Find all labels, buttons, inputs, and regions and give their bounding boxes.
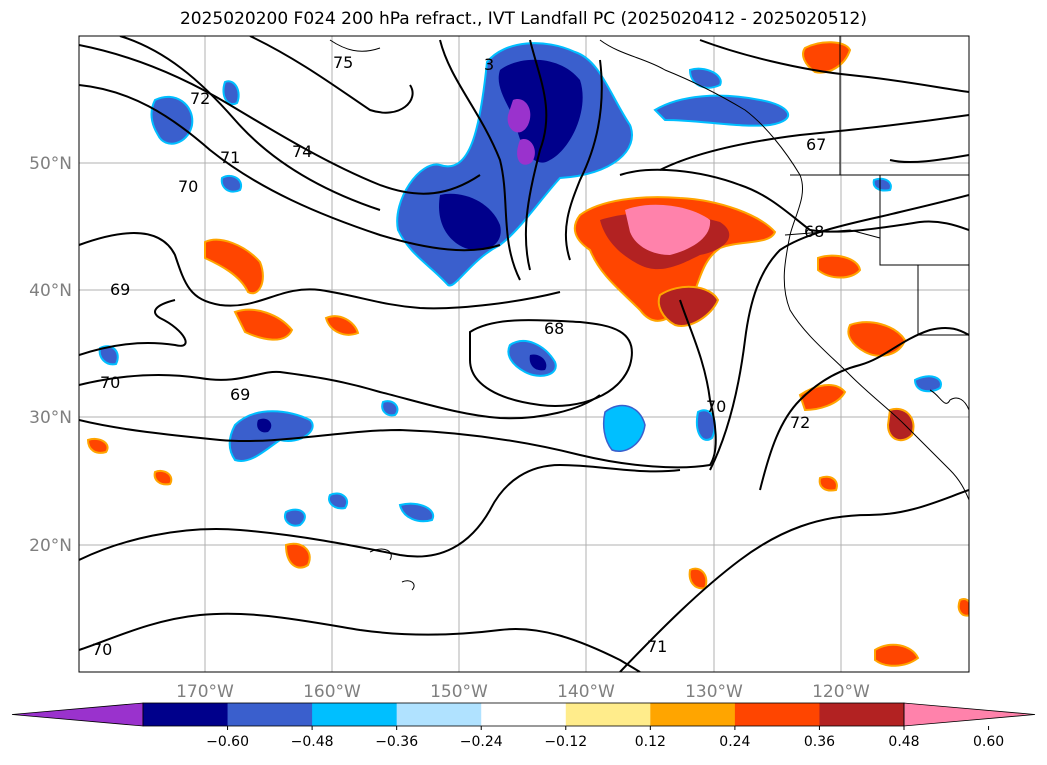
map-title: 2025020200 F024 200 hPa refract., IVT La… [179,9,867,29]
longitude-labels: 170°W 160°W 150°W 140°W 130°W 120°W [176,682,870,702]
colorbar-tick-label: 0.12 [635,734,666,750]
contour-labels: 75 72 71 74 70 69 68 67 68 70 69 70 72 7… [92,53,826,659]
contour-label: 69 [230,385,250,404]
colorbar-bin [650,703,736,726]
lon-label: 160°W [303,682,361,702]
colorbar-outline [142,702,905,727]
colorbar-tick-label: −0.24 [460,734,503,750]
colorbar: −0.60 −0.48 −0.36 −0.24 −0.12 0.12 0.24 0.36 0.4… [11,702,1036,750]
lat-label: 50°N [29,154,72,174]
ivt-blob-west [204,238,264,295]
contour-label: 3 [484,55,494,74]
lon-label: 150°W [430,682,488,702]
contour-label: 72 [190,89,210,108]
contour-label: 69 [110,280,130,299]
colorbar-bin [481,703,567,726]
colorbar-extend-min [11,702,144,727]
colorbar-bin [396,703,482,726]
lon-label: 170°W [176,682,234,702]
contour-label: 67 [806,135,826,154]
colorbar-tick-label: −0.60 [206,734,249,750]
lat-label: 30°N [29,408,72,428]
lat-label: 40°N [29,281,72,301]
latitude-labels: 50°N 40°N 30°N 20°N [29,154,72,556]
colorbar-tick-label: −0.12 [544,734,587,750]
contour-label: 72 [790,413,810,432]
lat-label: 20°N [29,536,72,556]
contour-label: 68 [804,222,824,241]
colorbar-bin [312,703,398,726]
colorbar-bin [227,703,313,726]
lon-label: 120°W [812,682,870,702]
colorbar-bin [143,703,229,726]
colorbar-tick-label: −0.48 [291,734,334,750]
contour-label: 75 [333,53,353,72]
colorbar-tick-label: −0.36 [375,734,418,750]
contour-label: 70 [92,640,112,659]
colorbar-bin [565,703,651,726]
contour-label: 70 [100,373,120,392]
lon-label: 130°W [685,682,743,702]
contour-label: 71 [647,637,667,656]
ivt-positive-areas [86,41,969,667]
contour-label: 70 [706,397,726,416]
lon-label: 140°W [557,682,615,702]
refractivity-contours [79,36,969,672]
map-frame [78,35,970,673]
contour-label: 74 [292,142,312,161]
colorbar-tick-label: 0.60 [973,734,1004,750]
contour-label: 68 [544,319,564,338]
colorbar-tick-label: 0.36 [804,734,835,750]
colorbar-extend-max [903,702,1036,727]
colorbar-tick-label: 0.24 [719,734,750,750]
contour-label: 70 [178,177,198,196]
colorbar-bin [819,703,905,726]
colorbar-bin [734,703,820,726]
colorbar-tick-label: 0.48 [888,734,919,750]
coastlines [329,36,969,591]
contour-label: 71 [220,148,240,167]
